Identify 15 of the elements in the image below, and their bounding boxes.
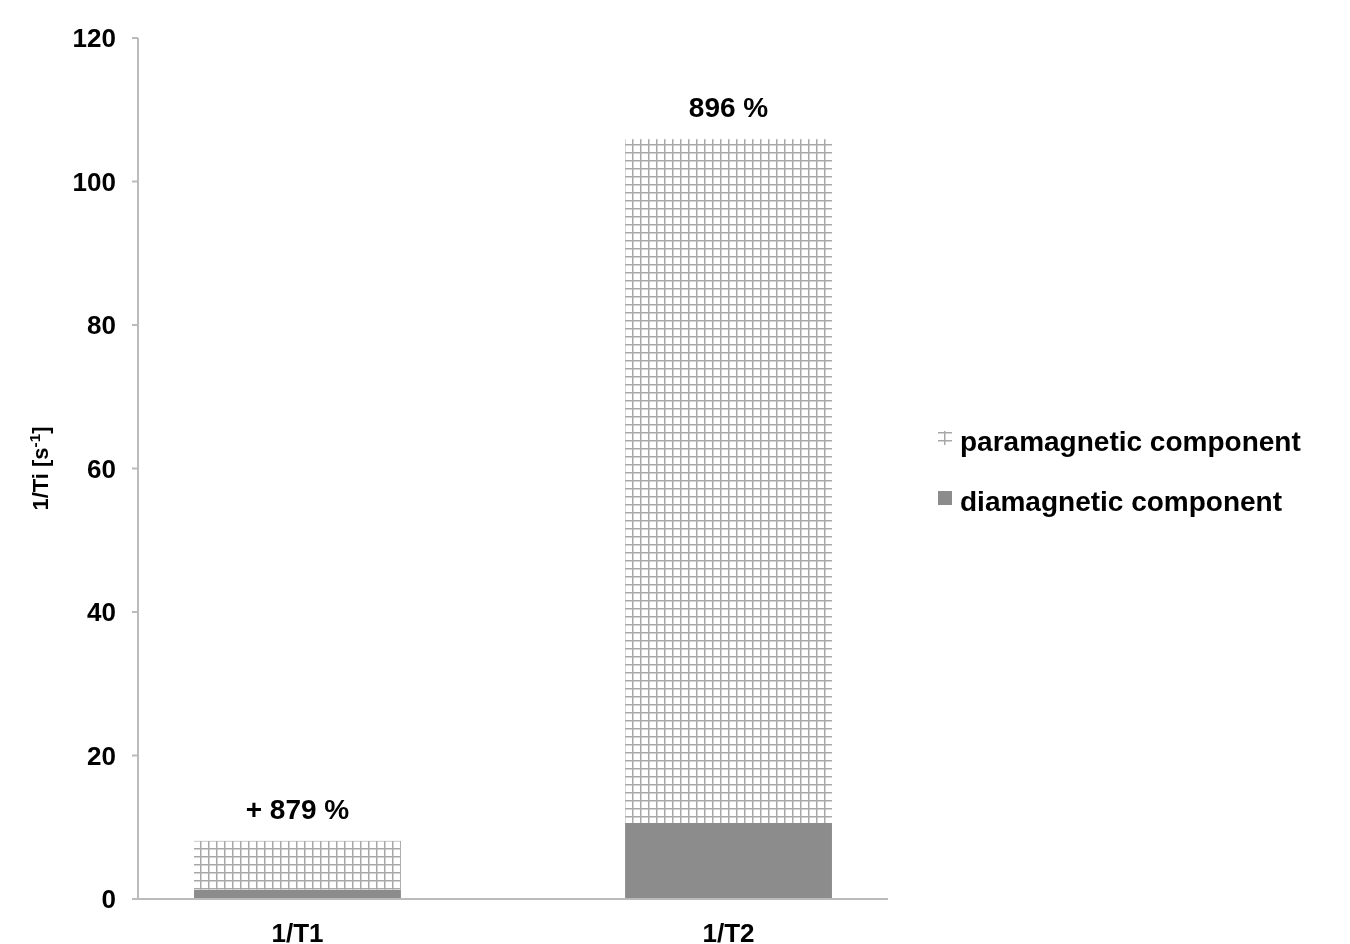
bar bbox=[194, 840, 401, 890]
y-tick-label: 100 bbox=[72, 166, 116, 197]
legend-label: paramagnetic component bbox=[960, 425, 1301, 457]
y-tick-label: 0 bbox=[101, 884, 116, 915]
y-tick-label: 40 bbox=[87, 597, 116, 628]
y-tick-label: 60 bbox=[87, 453, 116, 484]
annotation: + 879 % bbox=[245, 793, 350, 825]
legend-label: diamagnetic component bbox=[960, 485, 1283, 517]
bar bbox=[625, 822, 832, 899]
y-tick-label: 80 bbox=[87, 310, 116, 341]
x-tick-label: 1/T2 bbox=[702, 918, 755, 944]
annotation: 896 % bbox=[688, 92, 769, 124]
y-tick-label: 120 bbox=[72, 23, 116, 54]
y-tick-label: 20 bbox=[87, 740, 116, 771]
x-tick-label: 1/T1 bbox=[271, 918, 324, 944]
